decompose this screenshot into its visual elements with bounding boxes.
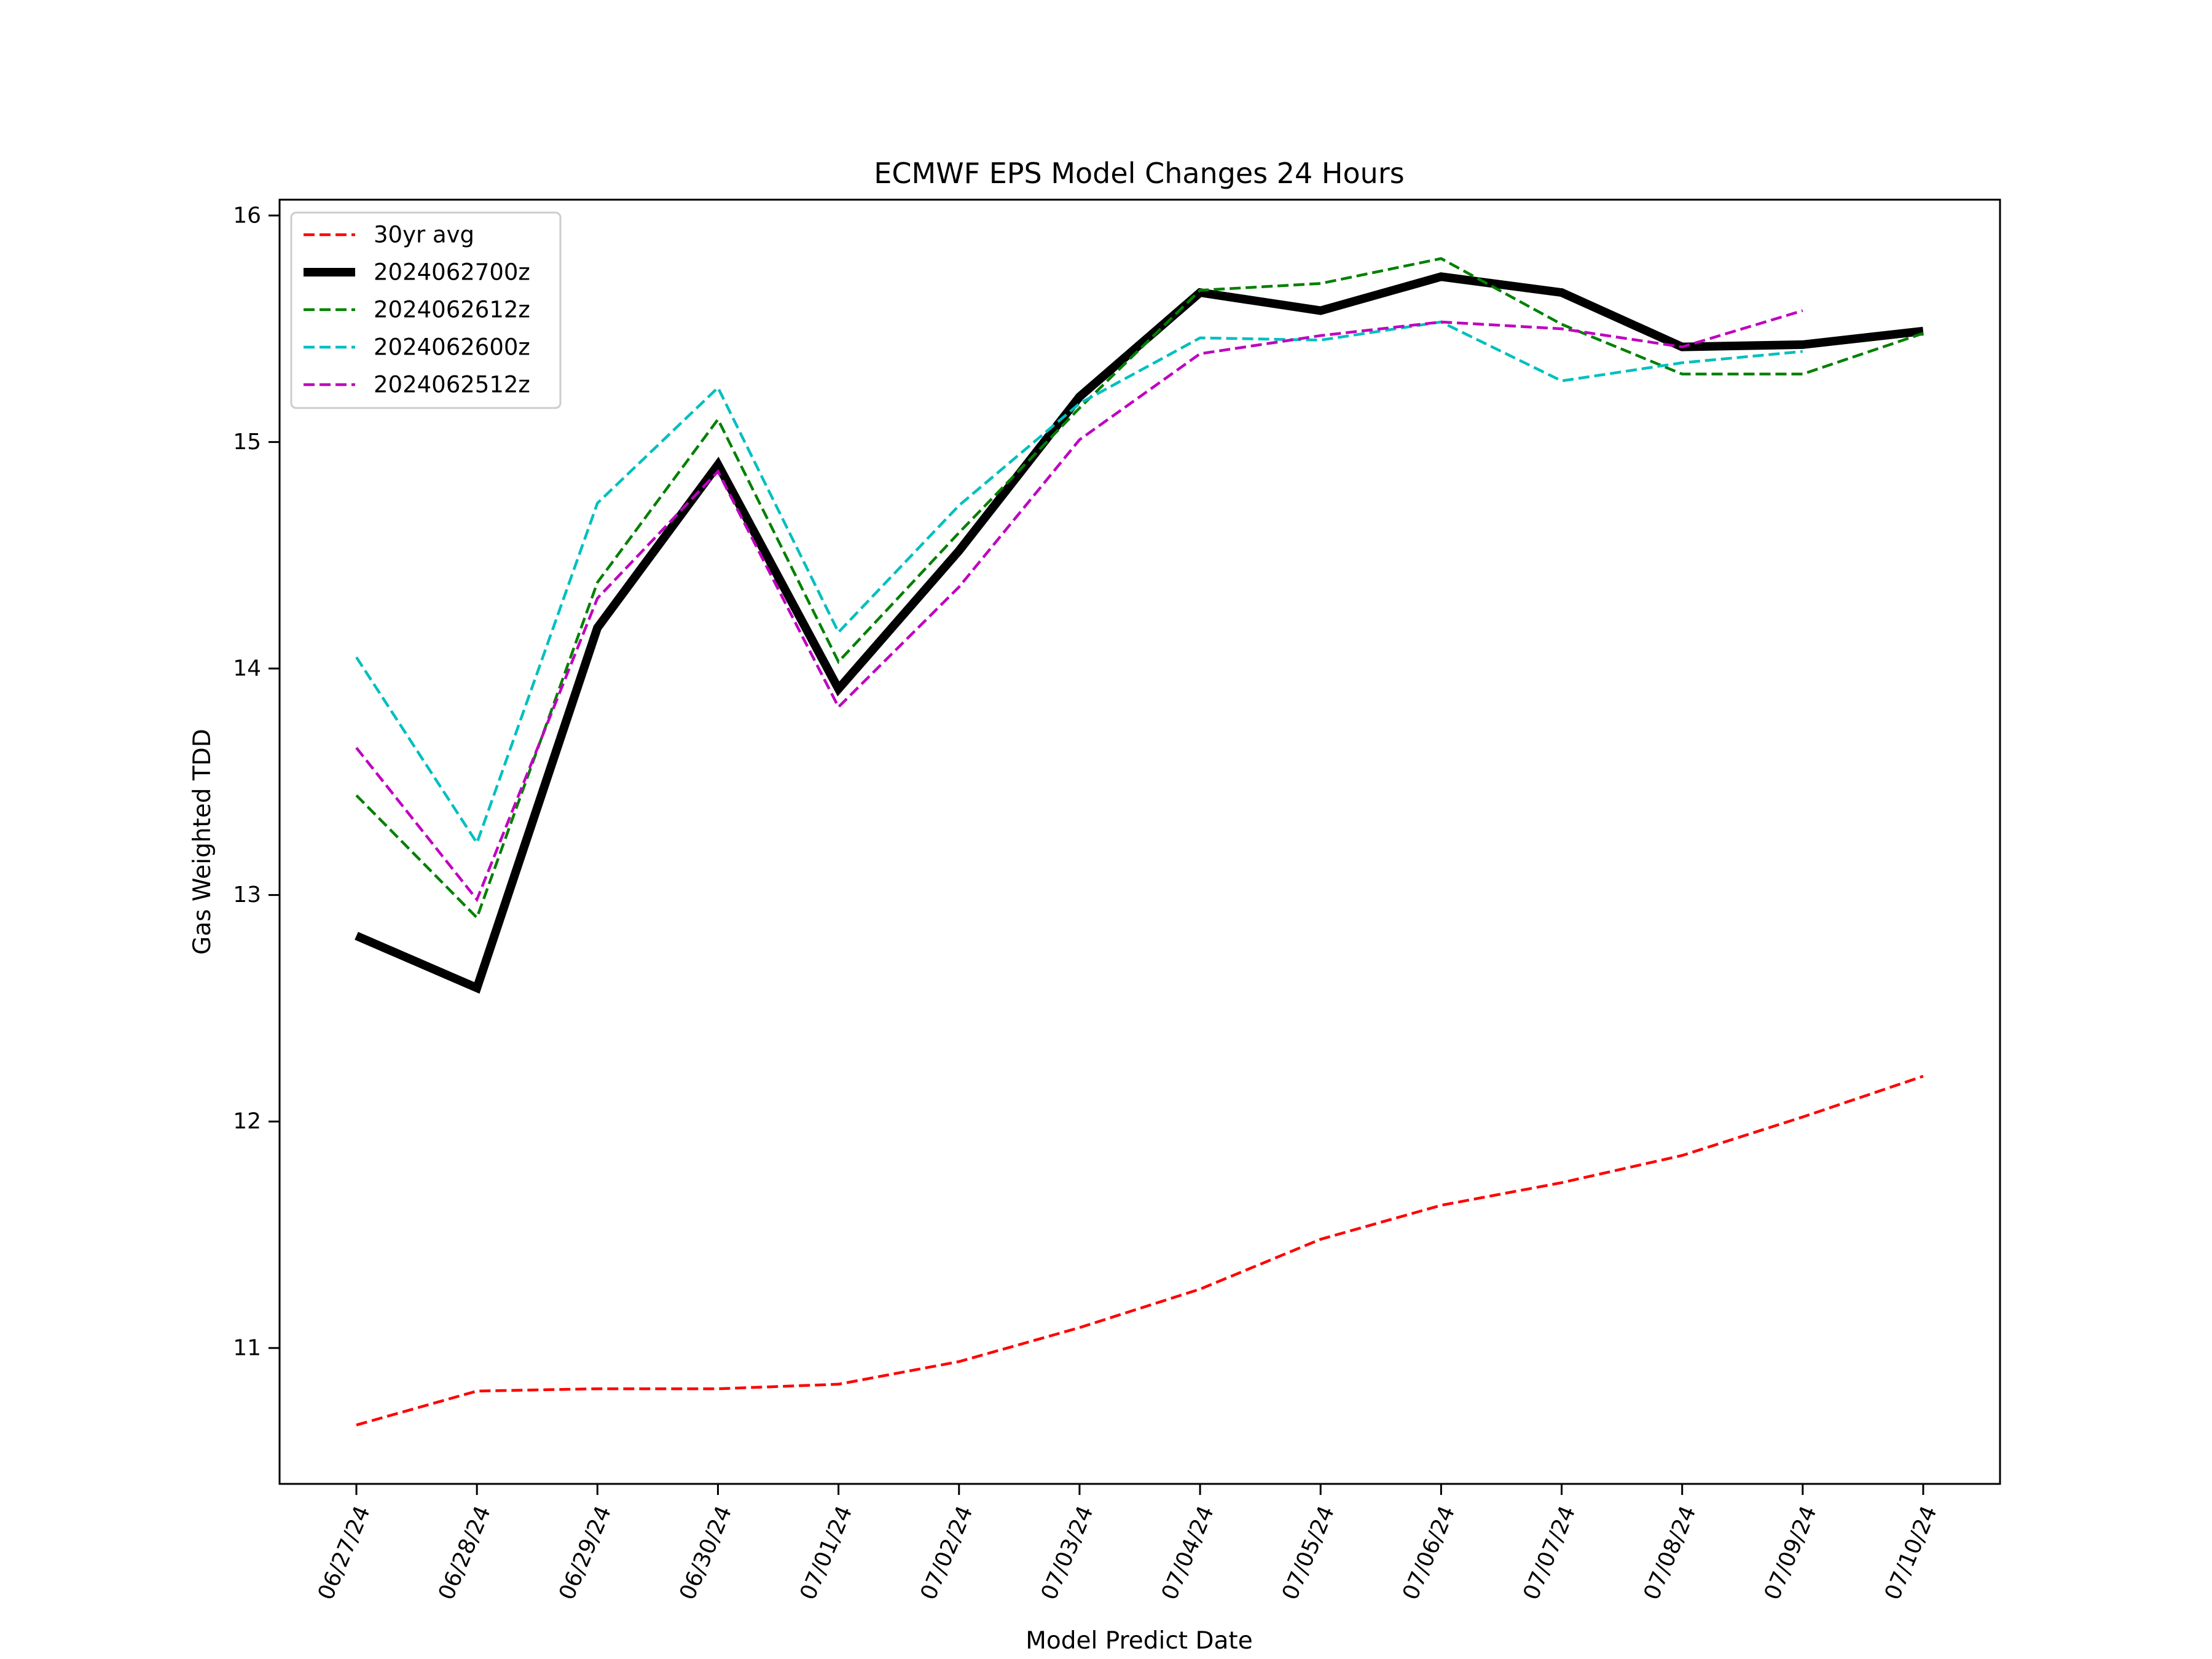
y-tick-label: 16 xyxy=(233,203,261,228)
plot-frame xyxy=(278,198,2001,1485)
y-tick-label: 13 xyxy=(233,882,261,908)
series-line-0 xyxy=(356,1075,1924,1427)
plot-area xyxy=(355,257,1924,1427)
y-tick-label: 15 xyxy=(233,429,261,455)
legend-label-0: 30yr avg xyxy=(374,222,474,248)
y-axis: 11 12 13 14 15 16 xyxy=(233,203,280,1360)
series-line-3 xyxy=(355,320,1803,846)
legend-label-4: 2024062512z xyxy=(374,372,530,398)
series-line-2 xyxy=(355,257,1924,920)
x-axis-title: Model Predict Date xyxy=(1026,1627,1252,1655)
chart-title: ECMWF EPS Model Changes 24 Hours xyxy=(874,157,1404,190)
series-line-1 xyxy=(355,272,1924,994)
legend: 30yr avg 2024062700z 2024062612z 2024062600… xyxy=(290,211,562,409)
series-line-4 xyxy=(355,309,1803,903)
legend-label-1: 2024062700z xyxy=(374,259,530,286)
y-tick-label: 12 xyxy=(233,1109,261,1134)
y-tick-label: 14 xyxy=(233,656,261,681)
legend-label-2: 2024062612z xyxy=(374,297,530,323)
legend-label-3: 2024062600z xyxy=(374,334,530,361)
y-tick-label: 11 xyxy=(233,1335,261,1360)
legend-box xyxy=(290,211,562,409)
y-axis-title: Gas Weighted TDD xyxy=(189,729,216,955)
